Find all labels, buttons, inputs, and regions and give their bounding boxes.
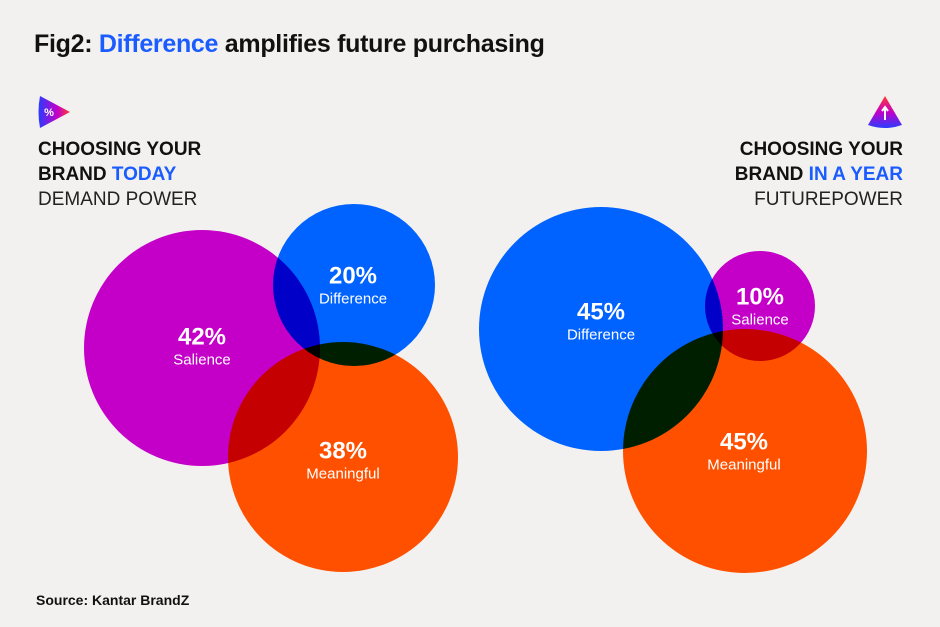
right-salience-label: 10% Salience — [731, 284, 789, 329]
name: Meaningful — [707, 456, 781, 474]
source-note: Source: Kantar BrandZ — [36, 592, 190, 608]
right-header-highlight: IN A YEAR — [808, 164, 903, 185]
right-header-line2: BRAND — [734, 164, 809, 185]
right-difference-label: 45% Difference — [567, 299, 635, 344]
figure-title: Fig2: Difference amplifies future purcha… — [34, 30, 545, 59]
left-meaningful-label: 38% Meaningful — [306, 438, 379, 483]
left-header-line1: CHOOSING YOUR — [38, 139, 202, 160]
left-header-line2: BRAND — [38, 164, 112, 185]
right-header-line1: CHOOSING YOUR — [739, 139, 903, 160]
left-salience-label: 42% Salience — [173, 324, 231, 369]
name: Salience — [173, 351, 231, 369]
name: Meaningful — [306, 465, 380, 483]
left-header-highlight: TODAY — [111, 164, 177, 185]
left-header: CHOOSING YOUR BRAND TODAY DEMAND POWER — [38, 137, 201, 212]
percent: 38% — [318, 437, 368, 465]
percent-play-icon: % — [38, 96, 70, 128]
title-suffix: amplifies future purchasing — [218, 30, 545, 58]
arrow-up-cone-icon — [868, 96, 902, 128]
right-meaningful-label: 45% Meaningful — [707, 429, 780, 474]
left-difference-label: 20% Difference — [319, 263, 387, 308]
left-subtitle: DEMAND POWER — [38, 189, 198, 210]
right-subtitle: FUTUREPOWER — [754, 189, 903, 210]
svg-text:%: % — [44, 107, 54, 119]
right-header: CHOOSING YOUR BRAND IN A YEAR FUTUREPOWE… — [735, 137, 903, 212]
right-meaningful-circle — [623, 329, 867, 573]
title-highlight: Difference — [98, 30, 219, 58]
percent: 10% — [735, 283, 785, 311]
percent: 45% — [719, 428, 769, 456]
percent: 20% — [328, 262, 378, 290]
left-meaningful-circle — [228, 342, 458, 572]
percent: 45% — [576, 298, 626, 326]
percent: 42% — [177, 323, 227, 351]
name: Difference — [566, 326, 636, 344]
name: Salience — [731, 311, 789, 329]
name: Difference — [318, 290, 388, 308]
left-difference-circle — [273, 204, 435, 366]
title-prefix: Fig2: — [34, 30, 99, 58]
